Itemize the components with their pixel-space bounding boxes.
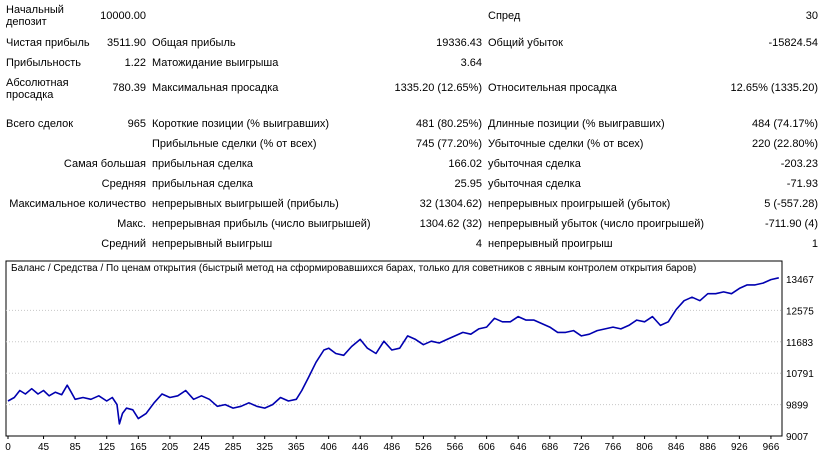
x-tick-label: 806 <box>636 442 653 453</box>
average-consecutive-losses-value: 1 <box>811 238 818 250</box>
profit-factor-label: Прибыльность <box>6 57 81 69</box>
average-consecutive-wins-label: непрерывный выигрыш <box>152 238 273 250</box>
average-loss-value: -71.93 <box>786 178 818 190</box>
max-consecutive-profit-value: 1304.62 (32) <box>419 218 482 230</box>
x-tick-label: 686 <box>541 442 558 453</box>
spread-label: Спред <box>488 10 521 22</box>
legend-separator-2: / <box>98 263 106 274</box>
x-tick-label: 245 <box>193 442 210 453</box>
largest-profit-value: 166.02 <box>448 158 482 170</box>
largest-label: Самая большая <box>63 158 146 170</box>
average-loss-label: убыточная сделка <box>488 178 581 190</box>
y-tick-label: 9899 <box>786 401 809 412</box>
consecutive-wins-value: 32 (1304.62) <box>419 198 482 210</box>
x-tick-label: 45 <box>38 442 50 453</box>
x-tick-label: 606 <box>478 442 495 453</box>
x-tick-label: 766 <box>605 442 622 453</box>
average-consecutive-losses-label: непрерывный проигрыш <box>488 238 613 250</box>
average-profit-label: прибыльная сделка <box>152 178 254 190</box>
largest-profit-label: прибыльная сделка <box>152 158 254 170</box>
total-trades-value: 965 <box>127 118 146 130</box>
profit-trades-value: 745 (77.20%) <box>415 138 482 150</box>
consecutive-wins-label: непрерывных выигрышей (прибыль) <box>152 198 339 210</box>
spread-value: 30 <box>805 10 818 22</box>
x-tick-label: 85 <box>70 442 82 453</box>
net-profit-label: Чистая прибыль <box>6 37 90 49</box>
y-tick-label: 12575 <box>786 306 814 317</box>
net-profit-value: 3511.90 <box>107 37 146 49</box>
balance-line <box>7 277 779 425</box>
x-tick-label: 365 <box>288 442 305 453</box>
x-tick-label: 726 <box>573 442 590 453</box>
x-tick-label: 926 <box>731 442 748 453</box>
average-label: Средняя <box>101 178 146 190</box>
max-consecutive-loss-label: непрерывный убыток (число проигрышей) <box>488 218 705 230</box>
x-tick-label: 966 <box>763 442 780 453</box>
profit-factor-value: 1.22 <box>124 57 146 69</box>
maximal-drawdown-label: Максимальная просадка <box>152 82 279 94</box>
x-tick-label: 125 <box>98 442 115 453</box>
long-positions-label: Длинные позиции (% выигравших) <box>488 118 665 130</box>
y-tick-label: 10791 <box>786 369 814 380</box>
gross-loss-label: Общий убыток <box>488 37 563 49</box>
x-tick-label: 406 <box>320 442 337 453</box>
total-trades-label: Всего сделок <box>6 118 74 130</box>
y-tick-label: 13467 <box>786 275 814 286</box>
maximal-drawdown-value: 1335.20 (12.65%) <box>394 82 482 94</box>
x-tick-label: 566 <box>447 442 464 453</box>
x-tick-label: 886 <box>699 442 716 453</box>
profit-trades-label: Прибыльные сделки (% от всех) <box>152 138 317 150</box>
relative-drawdown-label: Относительная просадка <box>488 82 617 94</box>
average-consecutive-label: Средний <box>101 238 146 250</box>
legend-balance: Баланс <box>11 263 45 274</box>
gross-loss-value: -15824.54 <box>768 37 818 49</box>
maximum-consecutive-label: Максимальное количество <box>9 198 146 210</box>
short-positions-value: 481 (80.25%) <box>415 118 482 130</box>
max-consecutive-loss-value: -711.90 (4) <box>765 218 818 230</box>
max-label: Макс. <box>117 218 146 230</box>
loss-trades-value: 220 (22.80%) <box>751 138 818 150</box>
x-tick-label: 646 <box>510 442 527 453</box>
largest-loss-value: -203.23 <box>780 158 818 170</box>
gross-profit-label: Общая прибыль <box>152 37 236 49</box>
y-tick-label: 11683 <box>786 338 814 349</box>
loss-trades-label: Убыточные сделки (% от всех) <box>488 138 644 150</box>
initial-deposit-value: 10000.00 <box>100 10 146 22</box>
absolute-drawdown-value: 780.39 <box>112 82 146 94</box>
x-tick-label: 446 <box>352 442 369 453</box>
expected-payoff-label: Матожидание выигрыша <box>152 57 279 69</box>
legend-equity: Средства <box>53 263 98 274</box>
max-consecutive-profit-label: непрерывная прибыль (число выигрышей) <box>152 218 371 230</box>
relative-drawdown-value: 12.65% (1335.20) <box>730 82 818 94</box>
legend-model: По ценам открытия (быстрый метод на сфор… <box>106 262 696 274</box>
x-tick-label: 0 <box>5 442 11 453</box>
absolute-drawdown-label: Абсолютная просадка <box>6 77 69 101</box>
x-tick-labels: 0 45 85 125 165 205 245 285 325 365 406 446 486 526 56… <box>5 436 780 453</box>
x-tick-label: 205 <box>162 442 179 453</box>
initial-deposit-label: Начальный депозит <box>6 4 64 28</box>
y-tick-label: 9007 <box>786 432 809 443</box>
y-tick-labels: 13467 12575 11683 10791 9899 9007 <box>786 275 814 443</box>
grid-layer <box>6 309 782 406</box>
x-tick-label: 846 <box>668 442 685 453</box>
average-profit-value: 25.95 <box>454 178 482 190</box>
largest-loss-label: убыточная сделка <box>488 158 581 170</box>
expected-payoff-value: 3.64 <box>460 57 482 69</box>
x-tick-label: 526 <box>415 442 432 453</box>
balance-chart-svg: Баланс / Средства / По ценам открытия (б… <box>5 260 814 453</box>
legend-separator-1: / <box>45 263 53 274</box>
long-positions-value: 484 (74.17%) <box>751 118 818 130</box>
x-tick-label: 325 <box>256 442 273 453</box>
average-consecutive-wins-value: 4 <box>475 238 482 250</box>
consecutive-losses-value: 5 (-557.28) <box>764 198 818 210</box>
balance-chart: Баланс / Средства / По ценам открытия (б… <box>0 258 838 463</box>
x-tick-label: 285 <box>225 442 242 453</box>
x-tick-label: 165 <box>130 442 147 453</box>
plot-frame <box>5 260 783 437</box>
consecutive-losses-label: непрерывных проигрышей (убыток) <box>488 198 671 210</box>
series-layer <box>7 277 779 425</box>
short-positions-label: Короткие позиции (% выигравших) <box>152 118 330 130</box>
gross-profit-value: 19336.43 <box>436 37 482 49</box>
x-tick-label: 486 <box>383 442 400 453</box>
